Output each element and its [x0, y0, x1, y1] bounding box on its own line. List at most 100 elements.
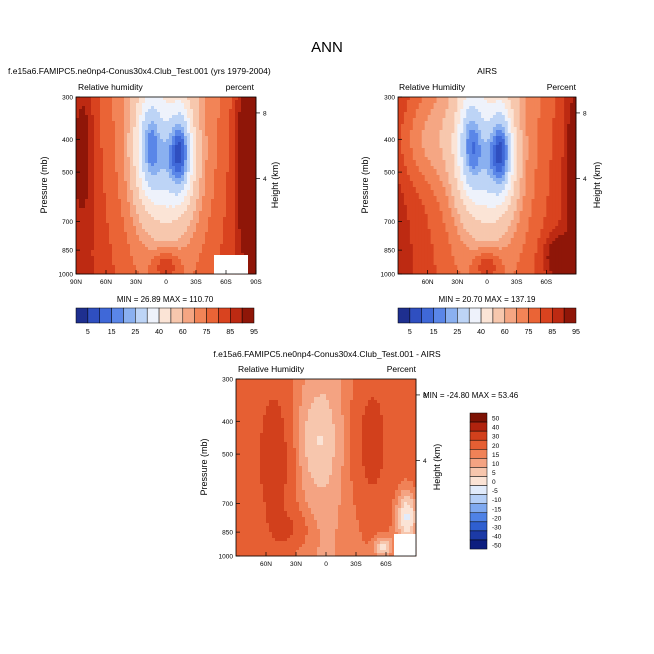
- contour-cell: [193, 253, 197, 257]
- contour-cell: [130, 199, 134, 203]
- contour-cell: [124, 130, 128, 134]
- contour-cell: [451, 121, 455, 125]
- contour-cell: [79, 202, 83, 206]
- contour-cell: [498, 163, 503, 167]
- contour-cell: [154, 121, 158, 125]
- contour-cell: [100, 244, 104, 248]
- contour-cell: [157, 139, 161, 143]
- contour-cell: [91, 193, 95, 197]
- contour-cell: [190, 160, 194, 164]
- contour-cell: [516, 130, 521, 134]
- contour-cell: [543, 145, 547, 149]
- contour-cell: [175, 247, 179, 251]
- contour-cell: [226, 139, 230, 143]
- contour-cell: [199, 169, 203, 173]
- contour-cell: [504, 145, 509, 149]
- contour-cell: [217, 127, 221, 131]
- contour-cell: [244, 184, 248, 188]
- contour-cell: [241, 244, 245, 248]
- contour-cell: [136, 175, 140, 179]
- contour-cell: [160, 169, 164, 173]
- contour-cell: [208, 247, 212, 251]
- contour-cell: [220, 247, 224, 251]
- contour-cell: [516, 124, 521, 128]
- contour-cell: [504, 160, 509, 164]
- contour-cell: [427, 163, 432, 167]
- contour-cell: [403, 115, 408, 119]
- contour-cell: [127, 199, 131, 203]
- contour-cell: [418, 160, 423, 164]
- contour-cell: [109, 247, 113, 251]
- contour-cell: [398, 130, 402, 134]
- contour-cell: [112, 175, 116, 179]
- contour-cell: [124, 187, 128, 191]
- contour-cell: [507, 115, 512, 119]
- contour-cell: [127, 145, 131, 149]
- contour-cell: [139, 232, 143, 236]
- contour-cell: [214, 145, 218, 149]
- contour-cell: [546, 97, 550, 101]
- contour-cell: [121, 118, 125, 122]
- contour-cell: [184, 103, 188, 107]
- contour-cell: [552, 121, 556, 125]
- contour-cell: [205, 133, 209, 137]
- contour-cell: [190, 232, 194, 236]
- contour-cell: [124, 268, 128, 272]
- contour-cell: [558, 160, 562, 164]
- contour-cell: [199, 121, 203, 125]
- contour-cell: [400, 151, 405, 155]
- contour-cell: [555, 151, 559, 155]
- contour-cell: [430, 106, 434, 110]
- contour-cell: [250, 136, 254, 140]
- contour-cell: [235, 97, 239, 101]
- contour-cell: [558, 121, 562, 125]
- contour-cell: [492, 160, 497, 164]
- contour-cell: [100, 133, 104, 137]
- contour-cell: [484, 133, 488, 137]
- contour-cell: [409, 127, 414, 131]
- contour-cell: [504, 133, 509, 137]
- contour-cell: [163, 151, 167, 155]
- contour-cell: [409, 106, 414, 110]
- contour-cell: [100, 172, 104, 176]
- contour-cell: [253, 184, 257, 188]
- contour-cell: [91, 223, 95, 227]
- contour-cell: [241, 145, 245, 149]
- model-panel-ylabel: Pressure (mb): [39, 156, 49, 213]
- contour-cell: [157, 184, 161, 188]
- contour-cell: [115, 205, 119, 209]
- contour-cell: [175, 208, 179, 212]
- contour-cell: [475, 109, 479, 113]
- contour-cell: [130, 109, 134, 113]
- contour-cell: [118, 121, 122, 125]
- contour-cell: [241, 157, 245, 161]
- contour-cell: [163, 178, 167, 182]
- contour-cell: [424, 106, 429, 110]
- contour-cell: [460, 145, 464, 149]
- contour-cell: [190, 133, 194, 137]
- contour-cell: [196, 157, 200, 161]
- contour-cell: [109, 217, 113, 221]
- contour-cell: [82, 97, 86, 101]
- contour-cell: [151, 256, 155, 260]
- contour-cell: [154, 157, 158, 161]
- contour-cell: [469, 166, 473, 170]
- contour-cell: [169, 160, 173, 164]
- contour-cell: [82, 220, 86, 224]
- contour-cell: [112, 142, 116, 146]
- contour-cell: [238, 127, 242, 131]
- contour-cell: [412, 154, 417, 158]
- contour-cell: [466, 133, 470, 137]
- contour-cell: [103, 256, 107, 260]
- contour-cell: [76, 187, 80, 191]
- contour-cell: [244, 139, 248, 143]
- contour-cell: [133, 250, 137, 254]
- contour-cell: [163, 97, 167, 101]
- contour-cell: [427, 157, 432, 161]
- contour-cell: [184, 163, 188, 167]
- contour-cell: [148, 238, 152, 242]
- contour-cell: [163, 169, 167, 173]
- contour-cell: [178, 157, 182, 161]
- contour-cell: [415, 151, 420, 155]
- contour-cell: [130, 106, 134, 110]
